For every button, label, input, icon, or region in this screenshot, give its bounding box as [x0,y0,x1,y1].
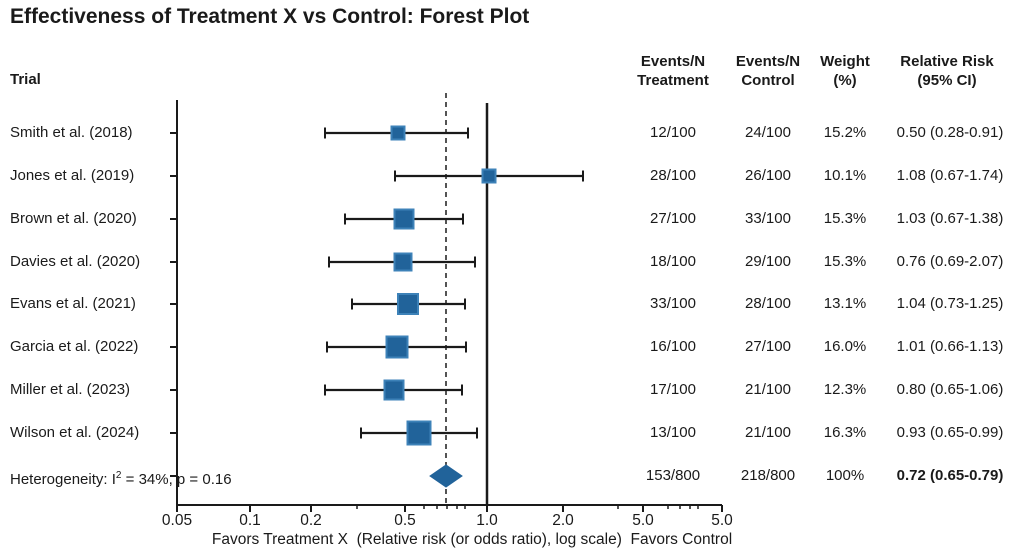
column-header-line: Weight [820,53,870,70]
effect-size-square [385,335,409,359]
column-header-line: Control [741,72,795,89]
relative-risk-value: 1.04 (0.73-1.25) [896,295,1004,312]
x-axis-tick-label: 0.2 [300,512,322,529]
x-axis-tick-label: 2.0 [552,512,574,529]
trial-label: Smith et al. (2018) [10,124,133,141]
weight-value: 15.2% [823,124,867,141]
weight-value: 13.1% [823,295,867,312]
events-treatment-value: 33/100 [650,295,696,312]
events-control-value: 26/100 [745,167,791,184]
x-axis-tick-label: 5.0 [711,512,733,529]
column-header-line: Treatment [637,72,709,89]
column-header-line: Relative Risk [900,53,994,70]
x-axis-tick-label: 5.0 [632,512,654,529]
pooled-estimate-diamond [429,464,463,488]
events-treatment-value: 12/100 [650,124,696,141]
effect-size-square [390,125,406,141]
trial-label: Evans et al. (2021) [10,295,136,312]
relative-risk-value: 1.03 (0.67-1.38) [896,210,1004,227]
trial-label: Wilson et al. (2024) [10,424,140,441]
events-treatment-value: 17/100 [650,381,696,398]
heterogeneity-text: = 34%, p = 0.16 [121,471,232,488]
trial-label: Davies et al. (2020) [10,253,141,270]
column-header-line: (95% CI) [917,72,977,89]
column-header-line: (%) [833,72,857,89]
table-row: Jones et al. (2019) 28/100 26/100 10.1% … [0,166,1024,186]
heterogeneity-text: Heterogeneity: I [10,471,116,488]
x-axis-tick-label: 0.05 [161,512,193,529]
table-row: Wilson et al. (2024) 13/100 21/100 16.3%… [0,423,1024,443]
page-title: Effectiveness of Treatment X vs Control:… [10,5,530,28]
relative-risk-value: 1.08 (0.67-1.74) [896,167,1004,184]
table-row: Smith et al. (2018) 12/100 24/100 15.2% … [0,123,1024,143]
table-row: Miller et al. (2023) 17/100 21/100 12.3%… [0,380,1024,400]
table-row: Brown et al. (2020) 27/100 33/100 15.3% … [0,209,1024,229]
column-header-relative-risk: Relative Risk (95% CI) [900,52,993,90]
x-axis-caption: Favors Treatment X (Relative risk (or od… [211,531,733,548]
weight-value: 16.0% [823,338,867,355]
table-row: Evans et al. (2021) 33/100 28/100 13.1% … [0,294,1024,314]
total-weight: 100% [825,467,865,484]
trial-label: Brown et al. (2020) [10,210,137,227]
effect-size-square [393,208,415,230]
trial-label: Garcia et al. (2022) [10,338,139,355]
x-axis-tick-label: 0.5 [394,512,416,529]
total-events-treatment: 153/800 [645,467,701,484]
effect-size-square [383,379,405,401]
events-control-value: 27/100 [745,338,791,355]
relative-risk-value: 0.76 (0.69-2.07) [896,253,1004,270]
table-row: Davies et al. (2020) 18/100 29/100 15.3%… [0,252,1024,272]
weight-value: 15.3% [823,210,867,227]
events-treatment-value: 18/100 [650,253,696,270]
events-control-value: 21/100 [745,381,791,398]
events-treatment-value: 28/100 [650,167,696,184]
events-control-value: 28/100 [745,295,791,312]
column-header-events-control: Events/N Control [736,52,800,90]
relative-risk-value: 1.01 (0.66-1.13) [896,338,1004,355]
events-control-value: 33/100 [745,210,791,227]
heterogeneity-label: Heterogeneity: I2 = 34%, p = 0.16 [10,466,232,490]
events-treatment-value: 13/100 [650,424,696,441]
pooled-relative-risk: 0.72 (0.65-0.79) [896,467,1004,484]
events-control-value: 24/100 [745,124,791,141]
effect-size-square [406,420,432,446]
column-header-weight: Weight (%) [820,52,870,90]
weight-value: 10.1% [823,167,867,184]
effect-size-square [481,168,497,184]
weight-value: 12.3% [823,381,867,398]
column-header-line: Events/N [735,53,801,70]
trial-label: Miller et al. (2023) [10,381,131,398]
relative-risk-value: 0.93 (0.65-0.99) [896,424,1004,441]
heterogeneity-superscript: 2 [115,470,122,481]
x-axis-tick-label: 0.1 [239,512,261,529]
table-row: Garcia et al. (2022) 16/100 27/100 16.0%… [0,337,1024,357]
column-header-line: Events/N [640,53,706,70]
events-control-value: 21/100 [745,424,791,441]
events-control-value: 29/100 [745,253,791,270]
events-treatment-value: 27/100 [650,210,696,227]
effect-size-square [393,252,413,272]
total-events-control: 218/800 [740,467,796,484]
column-header-events-treatment: Events/N Treatment [637,52,709,90]
relative-risk-value: 0.80 (0.65-1.06) [896,381,1004,398]
weight-value: 16.3% [823,424,867,441]
events-treatment-value: 16/100 [650,338,696,355]
relative-risk-value: 0.50 (0.28-0.91) [896,124,1004,141]
trial-label: Jones et al. (2019) [10,167,135,184]
effect-size-square [397,293,419,315]
x-axis-tick-label: 1.0 [476,512,498,529]
summary-row: Heterogeneity: I2 = 34%, p = 0.16 153/80… [0,466,1024,488]
column-header-trial: Trial [10,71,41,88]
weight-value: 15.3% [823,253,867,270]
